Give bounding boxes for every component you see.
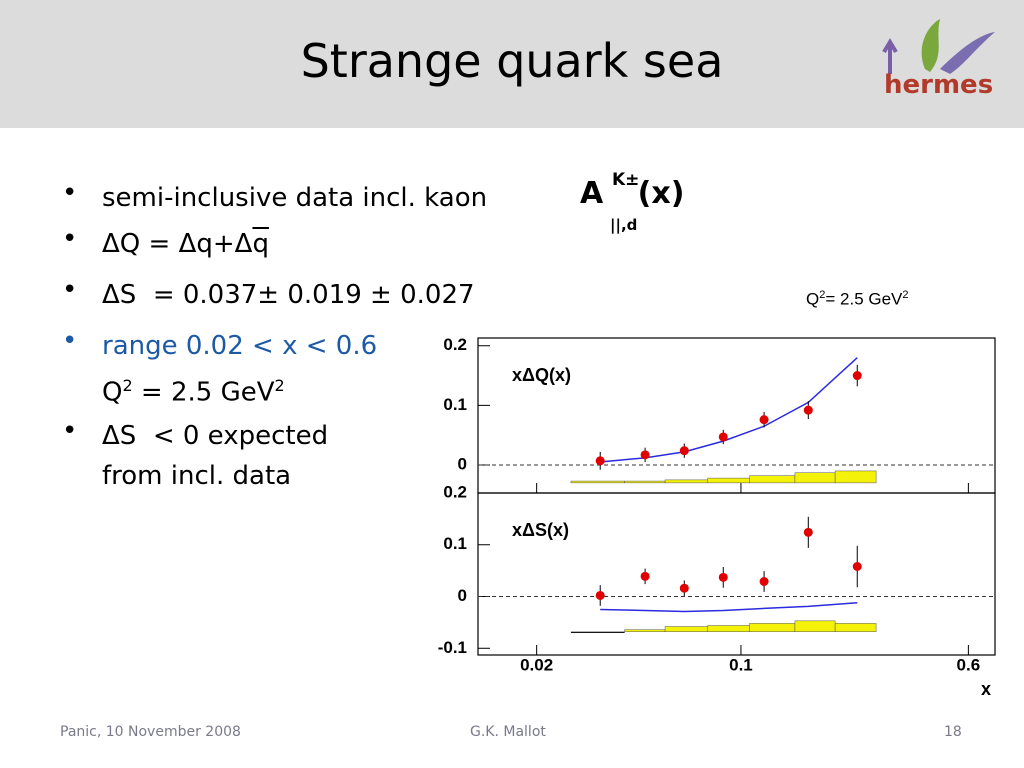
y-tick-label: 0.1 (443, 534, 467, 553)
bullet-text: 2 (274, 376, 285, 395)
syst-band (834, 623, 877, 632)
data-point (640, 571, 650, 581)
bullet-dot: • (62, 275, 78, 305)
y-tick-label: 0.1 (443, 395, 467, 414)
bullet-dot: • (62, 326, 78, 356)
data-point (759, 415, 769, 425)
syst-band (834, 470, 877, 484)
bullet-text: ΔS = 0.037± 0.019 ± 0.027 (102, 280, 475, 310)
bullet-line: semi-inclusive data incl. kaon (102, 178, 487, 218)
bullet-text: 2 (122, 376, 133, 395)
bullet-text: range 0.02 < x < 0.6 (102, 331, 378, 361)
bullet-dot: • (62, 224, 78, 254)
bullet-line: range 0.02 < x < 0.6 (102, 326, 377, 366)
formula: A K± ||,d (x) (580, 170, 685, 234)
formula-arg: (x) (637, 176, 685, 211)
theory-curve (600, 601, 858, 613)
bullet-text: ΔQ = Δq+Δ (102, 229, 253, 259)
syst-band (707, 477, 750, 484)
formula-sub: ||,d (610, 216, 638, 234)
syst-band (664, 479, 709, 484)
y-tick-label: 0 (458, 454, 467, 473)
y-tick-label: 0 (458, 586, 467, 605)
note-sup: 2 (902, 289, 909, 301)
syst-band (570, 480, 625, 484)
data-point (595, 590, 605, 600)
plot-frame (477, 492, 996, 656)
data-point (679, 446, 689, 456)
y-tick-label: 0.2 (443, 482, 467, 501)
data-point (718, 432, 728, 442)
bullet: • ΔS = 0.037± 0.019 ± 0.027 (62, 275, 475, 315)
data-point (852, 561, 862, 571)
panel-label: xΔQ(x) (512, 365, 571, 385)
bullet-text: q (252, 229, 269, 259)
data-point (803, 527, 813, 537)
note-text: = 2.5 GeV (825, 289, 903, 309)
syst-band (707, 625, 750, 632)
bullet-dot: • (62, 416, 78, 446)
header: Strange quark sea hermes (0, 0, 1024, 128)
data-point (718, 572, 728, 582)
bullet-text: = 2.5 GeV (132, 377, 275, 408)
data-point (679, 583, 689, 593)
x-axis-label: x (981, 679, 991, 699)
theory-curve (600, 357, 858, 463)
x-tick-label: 0.02 (520, 655, 553, 674)
bullet: • ΔS < 0 expected from incl. data (62, 416, 328, 496)
note-sup: 2 (819, 289, 826, 301)
note-text: Q (806, 289, 820, 309)
data-point (803, 405, 813, 415)
logo-art (882, 19, 995, 74)
syst-band (664, 626, 709, 632)
footer-left: Panic, 10 November 2008 (60, 724, 241, 740)
bullet-text: semi-inclusive data incl. kaon (102, 183, 488, 213)
plot-frame (477, 337, 996, 494)
syst-band (794, 620, 836, 632)
formula-sup: K± (612, 170, 640, 190)
bullet-line: ΔS = 0.037± 0.019 ± 0.027 (102, 275, 475, 315)
bullet-text: from incl. data (102, 461, 292, 491)
bullet-line: from incl. data (102, 456, 328, 496)
data-point (759, 577, 769, 587)
syst-band (749, 623, 796, 632)
logo: hermes (884, 70, 994, 100)
syst-band (624, 480, 666, 484)
footer-center: G.K. Mallot (470, 724, 546, 740)
bullet-text: ΔS < 0 expected (102, 421, 329, 451)
bullet: • semi-inclusive data incl. kaon (62, 178, 487, 218)
bullet-text: Q (102, 377, 123, 408)
footer-right: 18 (944, 724, 962, 740)
chart-note: Q2= 2.5 GeV2 (806, 289, 909, 310)
bullet-line: ΔS < 0 expected (102, 416, 328, 456)
bullet: • ΔQ = Δq+Δq (62, 224, 269, 264)
bullet-line: Q2 = 2.5 GeV2 (102, 366, 377, 413)
data-point (640, 450, 650, 460)
title: Strange quark sea (300, 34, 724, 88)
syst-band (794, 472, 836, 484)
x-tick-label: 0.1 (729, 655, 753, 674)
bullet-line: ΔQ = Δq+Δq (102, 224, 269, 264)
data-point (852, 371, 862, 381)
bullet: • range 0.02 < x < 0.6 Q2 = 2.5 GeV2 (62, 326, 377, 413)
syst-band (570, 631, 625, 633)
panel-label: xΔS(x) (512, 520, 569, 540)
syst-band (624, 629, 666, 632)
x-tick-label: 0.6 (957, 655, 981, 674)
data-point (595, 456, 605, 466)
formula-base: A (580, 176, 604, 211)
syst-band (749, 475, 796, 484)
y-tick-label: -0.1 (438, 638, 467, 657)
bullet-dot: • (62, 178, 78, 208)
y-tick-label: 0.2 (443, 335, 467, 354)
